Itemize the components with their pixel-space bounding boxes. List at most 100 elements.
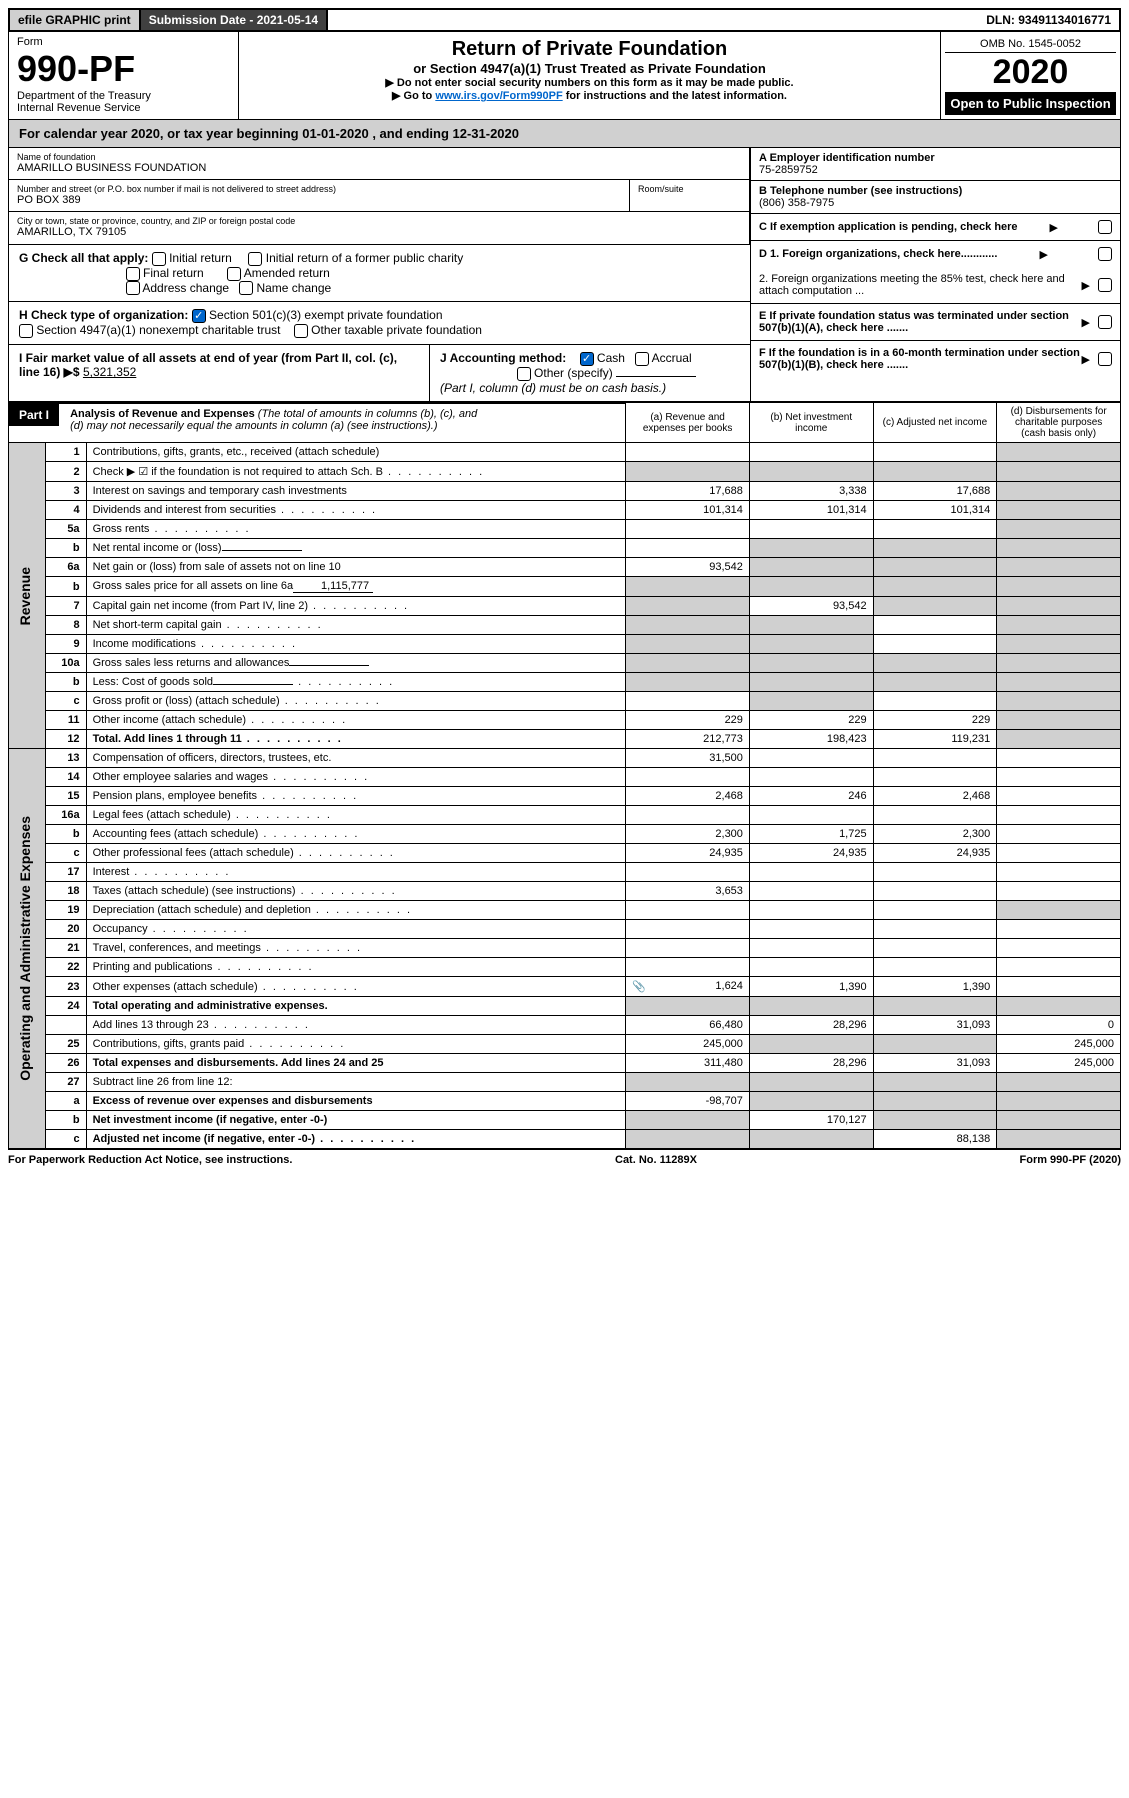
attachment-icon[interactable]: 📎: [632, 980, 646, 993]
row-desc: Gross profit or (loss) (attach schedule): [86, 692, 626, 711]
irs-form-link[interactable]: www.irs.gov/Form990PF: [435, 90, 562, 102]
table-row: 5aGross rents: [9, 520, 1121, 539]
row-desc: Other professional fees (attach schedule…: [86, 844, 626, 863]
cell-c: 24,935: [873, 844, 997, 863]
form-word: Form: [17, 36, 230, 48]
cell-b: [749, 1130, 873, 1149]
4947a1-checkbox[interactable]: [19, 324, 33, 338]
cell-b: 1,725: [749, 825, 873, 844]
form-title: Return of Private Foundation: [245, 38, 934, 61]
fmv-value: 5,321,352: [83, 365, 136, 379]
60-month-checkbox[interactable]: [1098, 352, 1112, 366]
other-taxable-checkbox[interactable]: [294, 324, 308, 338]
row-desc: Gross sales price for all assets on line…: [86, 577, 626, 597]
row-number: 20: [46, 920, 86, 939]
cell-d: [997, 882, 1121, 901]
cell-c: [873, 673, 997, 692]
cash-checkbox[interactable]: [580, 352, 594, 366]
exemption-pending-checkbox[interactable]: [1098, 220, 1112, 234]
amended-return-checkbox[interactable]: [227, 267, 241, 281]
address-change-checkbox[interactable]: [126, 281, 140, 295]
row-desc: Net gain or (loss) from sale of assets n…: [86, 558, 626, 577]
table-row: 4Dividends and interest from securities1…: [9, 501, 1121, 520]
cell-a: 311,480: [626, 1054, 750, 1073]
initial-return-checkbox[interactable]: [152, 252, 166, 266]
side-label: Revenue: [15, 557, 35, 635]
501c3-checkbox[interactable]: [192, 309, 206, 323]
cell-a: [626, 692, 750, 711]
cell-d: [997, 977, 1121, 997]
instr-2: ▶ Go to www.irs.gov/Form990PF for instru…: [245, 89, 934, 102]
row-number: 11: [46, 711, 86, 730]
cell-b: 101,314: [749, 501, 873, 520]
other-method-checkbox[interactable]: [517, 367, 531, 381]
cell-c: [873, 520, 997, 539]
table-row: Revenue1Contributions, gifts, grants, et…: [9, 443, 1121, 462]
row-desc: Adjusted net income (if negative, enter …: [86, 1130, 626, 1149]
cell-b: 3,338: [749, 482, 873, 501]
tax-year: 2020: [945, 53, 1116, 92]
cell-a: 101,314: [626, 501, 750, 520]
cell-a: [626, 577, 750, 597]
foreign-85-checkbox[interactable]: [1098, 278, 1112, 292]
cell-b: [749, 539, 873, 558]
irs-label: Internal Revenue Service: [17, 102, 230, 114]
row-number: 3: [46, 482, 86, 501]
footer-right: Form 990-PF (2020): [1020, 1154, 1121, 1166]
name-change-checkbox[interactable]: [239, 281, 253, 295]
row-desc: Gross sales less returns and allowances: [86, 654, 626, 673]
cell-d: [997, 863, 1121, 882]
table-row: 27Subtract line 26 from line 12:: [9, 1073, 1121, 1092]
row-desc: Less: Cost of goods sold: [86, 673, 626, 692]
status-terminated-checkbox[interactable]: [1098, 315, 1112, 329]
cell-d: [997, 730, 1121, 749]
cell-b: [749, 939, 873, 958]
cell-d: [997, 1111, 1121, 1130]
cell-b: [749, 1073, 873, 1092]
final-return-checkbox[interactable]: [126, 267, 140, 281]
row-desc: Contributions, gifts, grants paid: [86, 1035, 626, 1054]
accrual-checkbox[interactable]: [635, 352, 649, 366]
table-row: Add lines 13 through 2366,48028,29631,09…: [9, 1016, 1121, 1035]
col-d-header: (d) Disbursements for charitable purpose…: [997, 403, 1121, 443]
cell-a: 229: [626, 711, 750, 730]
omb-number: OMB No. 1545-0052: [945, 36, 1116, 53]
row-desc: Taxes (attach schedule) (see instruction…: [86, 882, 626, 901]
initial-former-checkbox[interactable]: [248, 252, 262, 266]
cell-d: [997, 501, 1121, 520]
row-number: 7: [46, 597, 86, 616]
foreign-org-checkbox[interactable]: [1098, 247, 1112, 261]
table-row: 22Printing and publications: [9, 958, 1121, 977]
cell-b: [749, 462, 873, 482]
cell-a: [626, 462, 750, 482]
cell-c: [873, 1073, 997, 1092]
table-row: 26Total expenses and disbursements. Add …: [9, 1054, 1121, 1073]
j-label: J Accounting method:: [440, 351, 566, 365]
efile-print-button[interactable]: efile GRAPHIC print: [10, 10, 141, 30]
row-desc: Check ▶ ☑ if the foundation is not requi…: [86, 462, 626, 482]
table-row: 11Other income (attach schedule)22922922…: [9, 711, 1121, 730]
cell-d: [997, 939, 1121, 958]
cell-c: [873, 539, 997, 558]
cell-c: [873, 1035, 997, 1054]
cell-c: [873, 462, 997, 482]
row-desc: Income modifications: [86, 635, 626, 654]
row-number: 2: [46, 462, 86, 482]
city-label: City or town, state or province, country…: [17, 216, 741, 226]
cell-d: 245,000: [997, 1054, 1121, 1073]
cell-b: 24,935: [749, 844, 873, 863]
cell-d: [997, 635, 1121, 654]
table-row: cOther professional fees (attach schedul…: [9, 844, 1121, 863]
row-number: c: [46, 844, 86, 863]
cell-d: [997, 1130, 1121, 1149]
cell-c: [873, 863, 997, 882]
table-row: 6aNet gain or (loss) from sale of assets…: [9, 558, 1121, 577]
foundation-addr: PO BOX 389: [17, 194, 621, 206]
table-row: 21Travel, conferences, and meetings: [9, 939, 1121, 958]
row-desc: Subtract line 26 from line 12:: [86, 1073, 626, 1092]
cell-d: [997, 692, 1121, 711]
cell-a: 📎1,624: [626, 977, 750, 997]
table-row: 24Total operating and administrative exp…: [9, 997, 1121, 1016]
row-desc: Net rental income or (loss): [86, 539, 626, 558]
ein-label: A Employer identification number: [759, 152, 1112, 164]
